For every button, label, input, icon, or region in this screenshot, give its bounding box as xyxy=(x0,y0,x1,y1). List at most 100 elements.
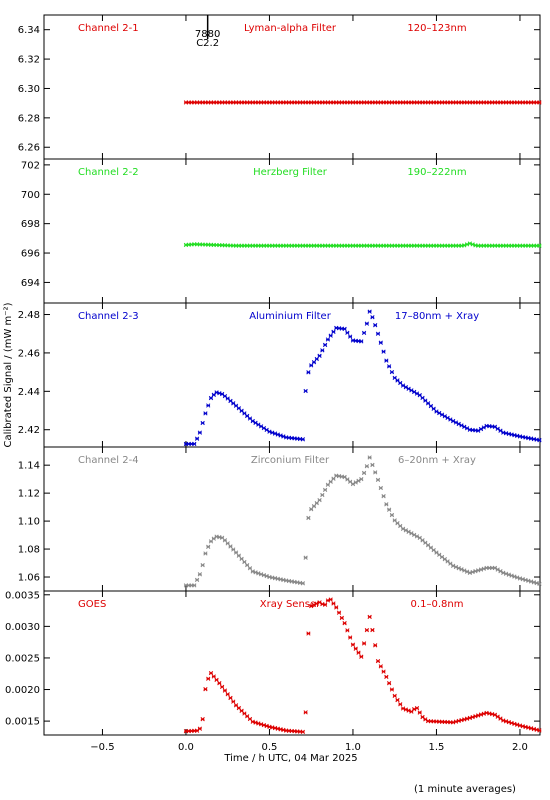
y-tick-label: 702 xyxy=(21,160,40,171)
data-point xyxy=(398,702,403,707)
footnote: (1 minute averages) xyxy=(414,784,516,795)
data-point xyxy=(359,654,364,659)
data-point xyxy=(367,309,372,314)
data-point xyxy=(364,321,370,326)
data-point xyxy=(375,477,381,483)
data-point xyxy=(348,334,353,339)
data-point xyxy=(367,455,372,460)
data-point xyxy=(206,544,211,549)
data-point xyxy=(320,348,325,353)
channel-label: Channel 2-4 xyxy=(78,455,139,466)
data-point xyxy=(370,315,375,320)
data-point xyxy=(359,339,364,344)
data-point xyxy=(194,436,200,441)
data-point xyxy=(203,687,208,692)
y-tick-label: 6.28 xyxy=(18,113,40,124)
y-tick-label: 0.0030 xyxy=(5,622,40,633)
data-point xyxy=(200,562,205,568)
panel-frame xyxy=(43,590,541,736)
data-point xyxy=(384,358,389,363)
y-axis-label: Calibrated Signal / (mW m⁻²) xyxy=(3,302,14,447)
y-tick-label: 6.34 xyxy=(18,25,40,36)
panel-frame xyxy=(43,158,541,304)
data-point xyxy=(364,628,370,633)
data-point xyxy=(395,697,400,703)
data-point xyxy=(348,635,353,640)
data-point xyxy=(300,437,306,442)
panel-frame xyxy=(43,14,541,160)
y-tick-label: 2.44 xyxy=(18,387,40,398)
data-point xyxy=(381,349,386,354)
data-point xyxy=(537,100,542,105)
data-point xyxy=(373,643,378,648)
filter-label: Herzberg Filter xyxy=(253,167,328,178)
data-point xyxy=(197,430,203,435)
series-points xyxy=(183,309,542,447)
data-point xyxy=(222,688,228,693)
band-label: 17–80nm + Xray xyxy=(395,311,479,322)
data-point xyxy=(364,464,370,469)
data-point xyxy=(322,342,328,348)
data-point xyxy=(208,670,214,676)
data-point xyxy=(537,728,542,733)
data-point xyxy=(353,646,358,651)
series-points xyxy=(183,597,542,734)
y-tick-label: 0.0020 xyxy=(5,685,40,696)
filter-label: Aluminium Filter xyxy=(249,311,332,322)
data-point xyxy=(386,681,392,686)
data-point xyxy=(381,494,386,499)
data-point xyxy=(373,470,378,475)
data-point xyxy=(378,340,383,345)
data-point xyxy=(192,583,197,588)
data-point xyxy=(328,333,333,338)
data-point xyxy=(306,631,311,636)
data-point xyxy=(331,601,336,606)
x-axis-label: Time / h UTC, 04 Mar 2025 xyxy=(223,753,357,764)
data-point xyxy=(217,681,222,686)
data-point xyxy=(342,621,347,626)
data-point xyxy=(378,664,383,669)
series-points xyxy=(183,100,542,105)
data-point xyxy=(322,487,328,493)
channel-label: Channel 2-2 xyxy=(78,167,139,178)
filter-label: Zirconium Filter xyxy=(251,455,330,466)
data-point xyxy=(345,330,350,335)
x-tick-label: 0.5 xyxy=(262,742,278,753)
flare-marker-label: C2.2 xyxy=(196,38,219,49)
flare-marker-label: 7880 xyxy=(195,29,220,40)
data-point xyxy=(373,323,378,328)
data-point xyxy=(370,462,375,468)
channel-label: GOES xyxy=(78,599,106,610)
data-point xyxy=(197,726,203,731)
data-point xyxy=(231,699,236,704)
data-point xyxy=(325,337,331,342)
data-point xyxy=(194,577,200,583)
data-point xyxy=(303,388,308,394)
data-point xyxy=(320,492,325,498)
data-point xyxy=(306,370,311,375)
y-tick-label: 0.0015 xyxy=(5,717,40,728)
data-point xyxy=(359,477,364,482)
y-tick-label: 1.08 xyxy=(18,545,40,556)
data-point xyxy=(389,369,395,375)
data-point xyxy=(317,497,322,503)
data-point xyxy=(375,331,381,336)
y-tick-label: 700 xyxy=(21,190,40,201)
data-point xyxy=(206,403,211,408)
data-point xyxy=(384,674,389,680)
data-point xyxy=(214,677,219,682)
data-point xyxy=(339,615,344,621)
y-tick-label: 694 xyxy=(21,278,40,289)
y-tick-label: 1.14 xyxy=(18,461,40,472)
data-point xyxy=(203,551,208,556)
y-tick-label: 0.0025 xyxy=(5,653,40,664)
data-point xyxy=(389,512,395,518)
band-label: 190–222nm xyxy=(407,167,466,178)
data-point xyxy=(342,326,347,332)
data-point xyxy=(203,411,208,416)
y-tick-label: 6.26 xyxy=(18,143,40,154)
data-point xyxy=(389,687,395,692)
data-point xyxy=(317,353,322,358)
x-tick-label: 1.5 xyxy=(429,742,445,753)
data-point xyxy=(200,420,205,426)
